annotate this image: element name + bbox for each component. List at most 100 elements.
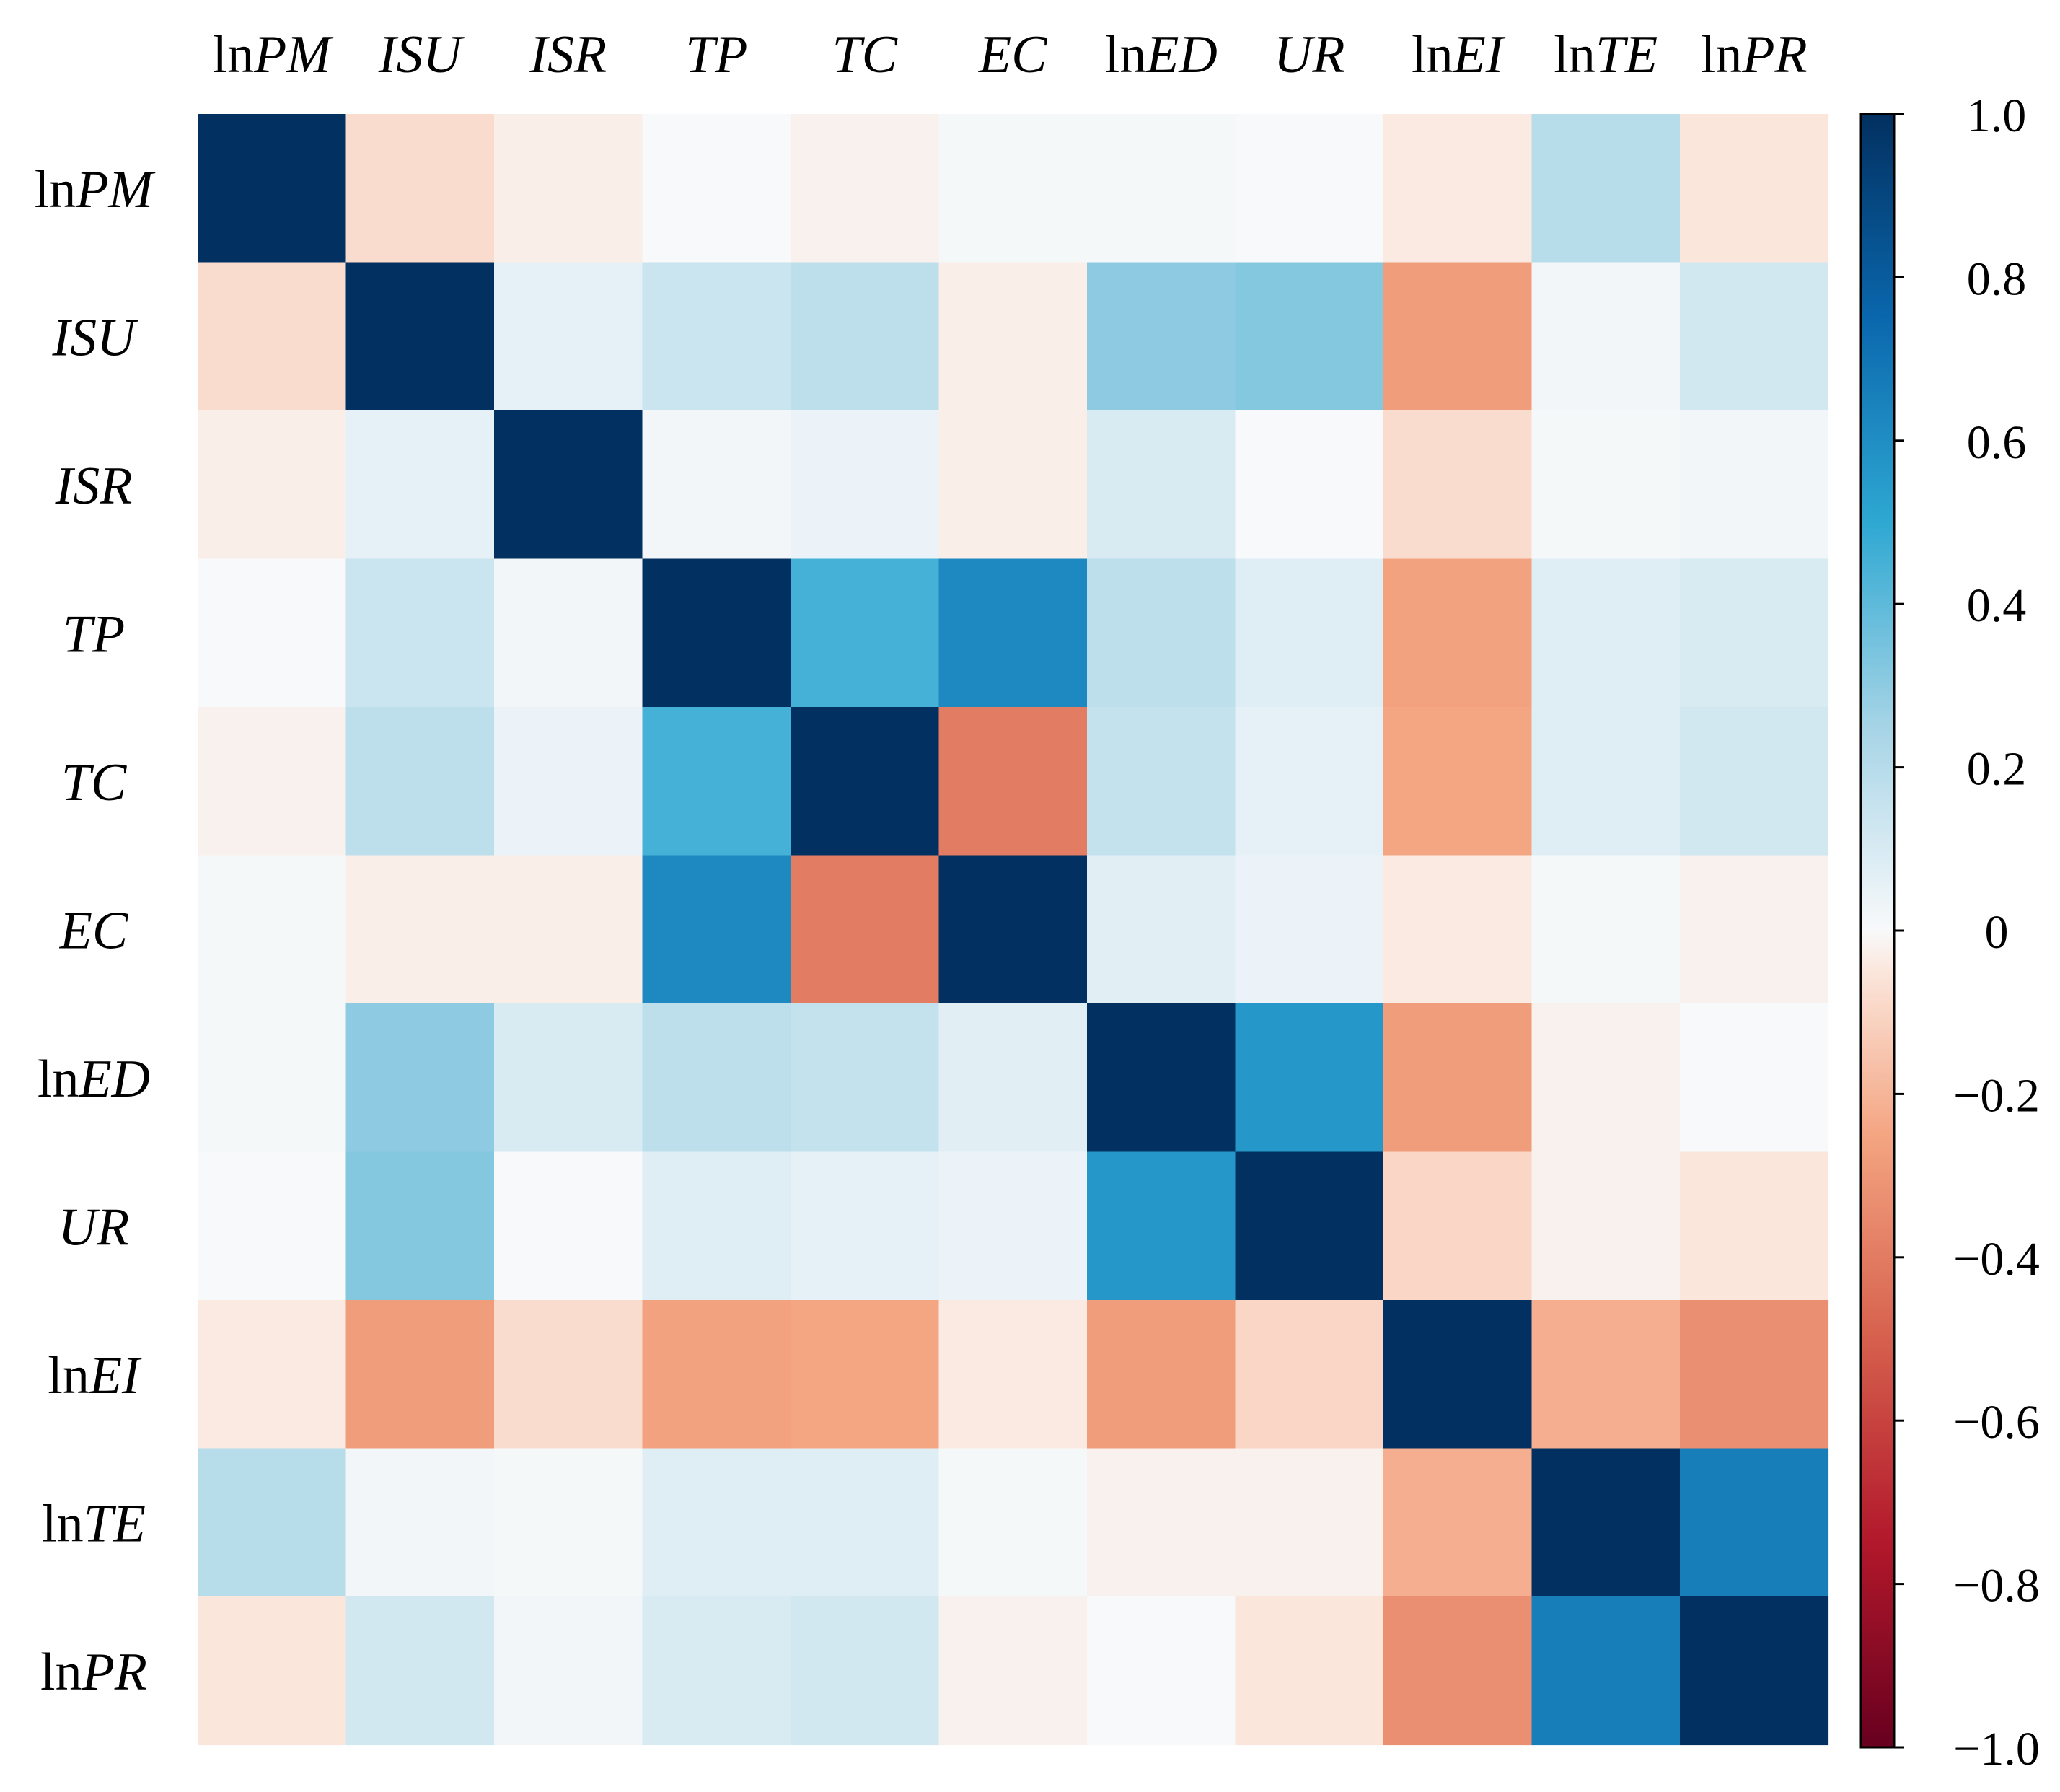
heatmap-cell-tp-tc (791, 558, 940, 708)
heatmap-cell-te-ur (1235, 1448, 1384, 1597)
row-label-prefix: ln (38, 1050, 79, 1109)
heatmap-cell-pr-te (1531, 1596, 1681, 1746)
heatmap-cell-pr-isr (494, 1596, 643, 1746)
heatmap-cell-tp-isr (494, 558, 643, 708)
row-label-ur: UR (58, 1198, 130, 1257)
heatmap-cell-ei-tc (791, 1300, 940, 1449)
row-label-pm: lnPM (35, 160, 157, 219)
heatmap-cell-ec-tp (642, 855, 791, 1004)
column-label-pm: lnPM (213, 25, 335, 84)
row-label-name: ISR (55, 457, 133, 516)
heatmap-cell-ec-isr (494, 855, 643, 1004)
column-label-name: TE (1595, 25, 1658, 84)
heatmap-cell-tc-ei (1383, 707, 1533, 856)
heatmap-cell-ec-ec (938, 855, 1088, 1004)
heatmap-cell-isu-ec (938, 262, 1088, 411)
row-label-tc: TC (61, 753, 128, 812)
row-label-name: ISU (51, 308, 138, 367)
heatmap-cell-ed-pm (198, 1003, 347, 1153)
column-label-prefix: ln (1105, 25, 1147, 84)
heatmap-cell-ec-pr (1680, 855, 1829, 1004)
row-label-prefix: ln (42, 1494, 84, 1553)
heatmap-cell-tc-ed (1087, 707, 1236, 856)
colorbar-tick-label: −0.4 (1953, 1233, 2040, 1286)
row-label-name: ED (78, 1050, 150, 1109)
column-label-ur: UR (1274, 25, 1345, 84)
heatmap-cell-pm-pm (198, 114, 347, 263)
heatmap-cell-tp-ur (1235, 558, 1384, 708)
heatmap-cell-te-te (1531, 1448, 1681, 1597)
heatmap-cell-te-tp (642, 1448, 791, 1597)
heatmap-cell-isu-isu (345, 262, 495, 411)
heatmap-cell-pm-ei (1383, 114, 1533, 263)
heatmap-cell-isr-ed (1087, 410, 1236, 560)
heatmap-cell-pr-tp (642, 1596, 791, 1746)
heatmap-cell-tc-ur (1235, 707, 1384, 856)
row-label-prefix: ln (40, 1643, 82, 1702)
heatmap-cell-ei-te (1531, 1300, 1681, 1449)
heatmap-cell-tp-isu (345, 558, 495, 708)
row-label-name: PM (75, 160, 156, 219)
heatmap-cell-isr-te (1531, 410, 1681, 560)
colorbar-tick-label: 0.8 (1967, 252, 2027, 305)
column-label-name: EC (978, 25, 1048, 84)
heatmap-cell-ed-tc (791, 1003, 940, 1153)
heatmap-cell-ei-isu (345, 1300, 495, 1449)
heatmap-cell-ec-te (1531, 855, 1681, 1004)
heatmap-cell-ur-tc (791, 1151, 940, 1301)
row-label-ei: lnEI (48, 1346, 142, 1405)
heatmap-cell-te-tc (791, 1448, 940, 1597)
heatmap-cell-pr-ed (1087, 1596, 1236, 1746)
heatmap-cell-isr-isr (494, 410, 643, 560)
heatmap-cell-ed-te (1531, 1003, 1681, 1153)
heatmap-cell-te-pr (1680, 1448, 1829, 1597)
heatmap-cell-ed-ed (1087, 1003, 1236, 1153)
heatmap-cell-isu-isr (494, 262, 643, 411)
heatmap-cell-tp-pr (1680, 558, 1829, 708)
heatmap-cell-pm-pr (1680, 114, 1829, 263)
colorbar-tick-label: −0.8 (1953, 1560, 2040, 1612)
heatmap-cell-tc-tc (791, 707, 940, 856)
heatmap-cell-isr-pr (1680, 410, 1829, 560)
heatmap-cell-ur-te (1531, 1151, 1681, 1301)
column-label-tc: TC (832, 25, 898, 84)
heatmap-cell-isr-isu (345, 410, 495, 560)
heatmap-cell-te-isu (345, 1448, 495, 1597)
heatmap-cell-tp-ec (938, 558, 1088, 708)
heatmap-cell-ei-isr (494, 1300, 643, 1449)
heatmap-cell-ur-ei (1383, 1151, 1533, 1301)
heatmap-cell-pr-ec (938, 1596, 1088, 1746)
row-label-name: EC (59, 901, 129, 960)
heatmap-cell-tp-tp (642, 558, 791, 708)
heatmap-cell-ed-isr (494, 1003, 643, 1153)
heatmap-cell-ec-isu (345, 855, 495, 1004)
column-label-name: ISR (529, 25, 607, 84)
row-label-ed: lnED (38, 1050, 150, 1109)
heatmap-cell-ei-tp (642, 1300, 791, 1449)
heatmap-cell-te-ec (938, 1448, 1088, 1597)
heatmap-cell-isr-tp (642, 410, 791, 560)
column-label-name: EI (1453, 25, 1506, 84)
heatmap-cell-ec-ei (1383, 855, 1533, 1004)
heatmap-cell-isu-tc (791, 262, 940, 411)
heatmap-cell-tp-pm (198, 558, 347, 708)
colorbar-tick-label: 0.6 (1967, 416, 2027, 469)
row-label-name: TE (84, 1494, 146, 1553)
column-label-tp: TP (685, 25, 747, 84)
heatmap-cells (198, 114, 1829, 1746)
colorbar-tick-label: −0.6 (1953, 1396, 2040, 1449)
heatmap-cell-tc-pr (1680, 707, 1829, 856)
column-label-pr: lnPR (1701, 25, 1808, 84)
heatmap-cell-tc-isu (345, 707, 495, 856)
heatmap-cell-pr-pm (198, 1596, 347, 1746)
heatmap-cell-ed-pr (1680, 1003, 1829, 1153)
heatmap-cell-pm-isr (494, 114, 643, 263)
heatmap-cell-ei-ur (1235, 1300, 1384, 1449)
heatmap-cell-pm-te (1531, 114, 1681, 263)
heatmap-cell-isu-pr (1680, 262, 1829, 411)
heatmap-cell-pr-ei (1383, 1596, 1533, 1746)
heatmap-cell-tc-tp (642, 707, 791, 856)
row-label-ec: EC (59, 901, 129, 960)
colorbar-tick-label: 0.4 (1967, 579, 2027, 632)
heatmap-cell-pr-tc (791, 1596, 940, 1746)
